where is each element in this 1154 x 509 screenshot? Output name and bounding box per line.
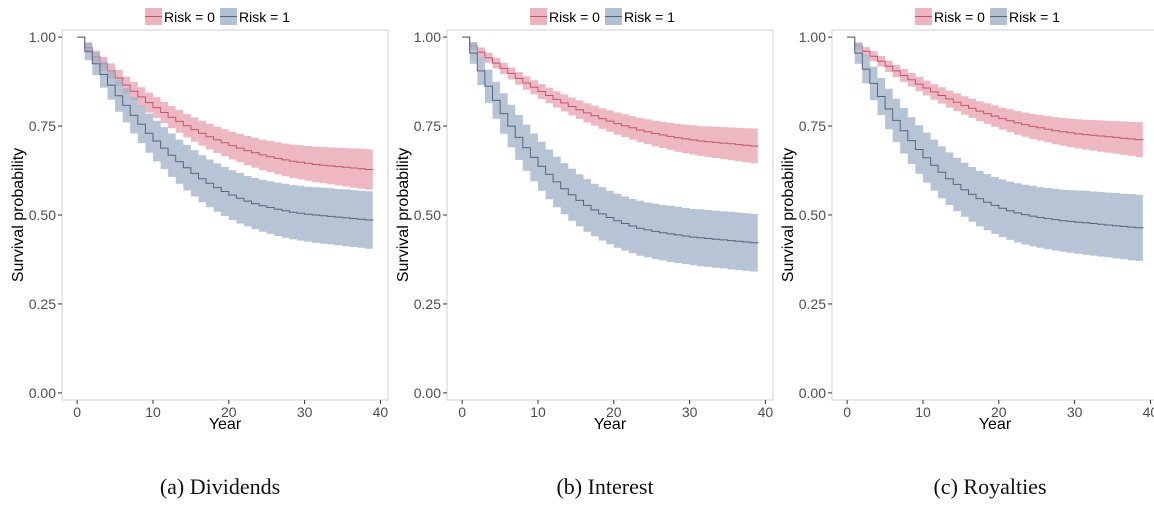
line-risk-0 — [847, 36, 1144, 141]
legend-label-risk-1: Risk = 1 — [1009, 9, 1060, 25]
line-risk-0 — [77, 36, 374, 171]
x-tick-label: 10 — [530, 404, 546, 420]
y-tick-label: 0.00 — [29, 385, 56, 401]
y-tick-label: 0.75 — [799, 118, 826, 134]
line-risk-1 — [462, 36, 759, 244]
x-tick-label: 30 — [297, 404, 313, 420]
x-tick-label: 20 — [606, 404, 622, 420]
y-tick-label: 0.00 — [414, 385, 441, 401]
x-tick-label: 10 — [915, 404, 931, 420]
band-risk-0 — [847, 37, 1143, 159]
legend: Risk = 0 Risk = 1 — [530, 8, 675, 25]
x-tick-label: 10 — [145, 404, 161, 420]
line-risk-0 — [462, 36, 759, 147]
y-tick-label: 0.75 — [29, 118, 56, 134]
x-tick-label: 30 — [682, 404, 698, 420]
line-risk-1 — [847, 36, 1144, 229]
y-tick-label: 0.25 — [799, 296, 826, 312]
band-risk-1 — [847, 37, 1143, 262]
x-tick-label: 0 — [843, 404, 851, 420]
band-risk-1 — [77, 37, 373, 250]
y-tick-label: 1.00 — [414, 29, 441, 45]
y-tick-label: 1.00 — [29, 29, 56, 45]
panel-3: 0.00 0.25 0.50 0.75 1.00 0 10 20 30 40 Year Surviva… — [780, 8, 1154, 499]
x-tick-label: 40 — [758, 404, 774, 420]
line-risk-1 — [77, 36, 374, 221]
x-axis-title: Year — [594, 416, 627, 433]
legend-label-risk-0: Risk = 0 — [934, 9, 985, 25]
y-axis-title: Survival probability — [10, 148, 27, 282]
x-tick-label: 40 — [1143, 404, 1154, 420]
panel-2: 0.00 0.25 0.50 0.75 1.00 0 10 20 30 40 Year Surviva… — [395, 8, 774, 499]
x-tick-label: 40 — [373, 404, 389, 420]
x-tick-label: 30 — [1067, 404, 1083, 420]
band-risk-0 — [462, 37, 758, 165]
panel-caption: (a) Dividends — [160, 474, 280, 499]
y-tick-label: 1.00 — [799, 29, 826, 45]
legend-label-risk-0: Risk = 0 — [549, 9, 600, 25]
y-tick-label: 0.50 — [799, 207, 826, 223]
y-tick-label: 0.00 — [799, 385, 826, 401]
legend-label-risk-1: Risk = 1 — [239, 9, 290, 25]
x-tick-label: 20 — [221, 404, 237, 420]
band-risk-0 — [77, 37, 373, 191]
x-tick-label: 0 — [73, 404, 81, 420]
panel-caption: (c) Royalties — [933, 474, 1046, 499]
band-risk-1 — [462, 37, 758, 273]
x-tick-label: 0 — [458, 404, 466, 420]
panel-1: 0.00 0.25 0.50 0.75 1.00 0 10 20 30 40 Year Surviva… — [10, 8, 389, 499]
x-tick-label: 20 — [991, 404, 1007, 420]
panel-caption: (b) Interest — [556, 474, 653, 499]
y-axis-title: Survival probability — [780, 148, 797, 282]
y-tick-label: 0.50 — [29, 207, 56, 223]
x-axis-title: Year — [979, 416, 1012, 433]
y-axis-title: Survival probability — [395, 148, 412, 282]
y-tick-label: 0.50 — [414, 207, 441, 223]
legend-label-risk-1: Risk = 1 — [624, 9, 675, 25]
y-tick-label: 0.75 — [414, 118, 441, 134]
x-axis-title: Year — [209, 416, 242, 433]
legend: Risk = 0 Risk = 1 — [145, 8, 290, 25]
y-tick-label: 0.25 — [29, 296, 56, 312]
y-tick-label: 0.25 — [414, 296, 441, 312]
legend-label-risk-0: Risk = 0 — [164, 9, 215, 25]
legend: Risk = 0 Risk = 1 — [915, 8, 1060, 25]
